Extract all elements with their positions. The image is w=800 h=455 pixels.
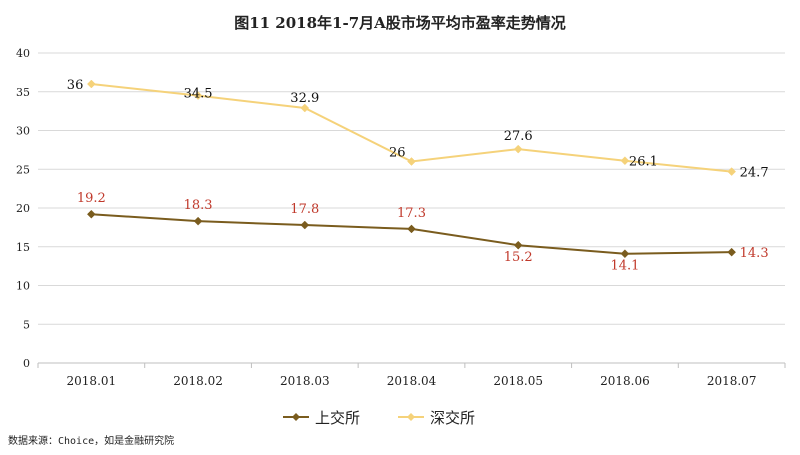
y-tick-label: 10 — [16, 280, 30, 293]
legend-label: 深交所 — [430, 409, 475, 427]
x-tick-label: 2018.06 — [600, 374, 650, 388]
data-label: 24.7 — [740, 166, 769, 181]
x-tick-label: 2018.05 — [493, 374, 543, 388]
data-point — [620, 156, 630, 166]
y-tick-label: 5 — [23, 318, 30, 331]
y-tick-label: 30 — [16, 125, 30, 138]
legend-marker — [407, 413, 415, 421]
x-tick-label: 2018.07 — [707, 374, 757, 388]
y-tick-label: 35 — [16, 86, 30, 99]
data-label: 15.2 — [504, 250, 533, 265]
x-tick-label: 2018.04 — [387, 374, 437, 388]
y-tick-label: 20 — [16, 202, 30, 215]
data-label: 34.5 — [184, 87, 213, 102]
data-point — [620, 249, 630, 259]
data-point — [193, 216, 203, 226]
legend-label: 上交所 — [315, 409, 360, 427]
data-label: 36 — [67, 78, 84, 93]
data-point — [407, 157, 416, 166]
data-point — [300, 103, 310, 113]
data-point — [87, 209, 96, 219]
y-tick-label: 25 — [16, 163, 30, 176]
data-point — [727, 247, 736, 257]
data-point — [407, 224, 416, 234]
data-label: 26.1 — [629, 155, 658, 170]
data-label: 18.3 — [184, 198, 213, 213]
y-tick-label: 40 — [16, 47, 30, 60]
data-point — [513, 240, 523, 250]
x-tick-label: 2018.02 — [173, 374, 223, 388]
data-point — [87, 79, 96, 89]
data-label: 14.3 — [740, 246, 769, 261]
data-label: 26 — [389, 146, 406, 161]
data-point — [513, 144, 523, 154]
data-point — [300, 220, 310, 230]
data-point — [193, 91, 203, 100]
data-label: 17.8 — [290, 202, 319, 217]
data-label: 14.1 — [610, 259, 639, 274]
chart-title: 图11 2018年1-7月A股市场平均市盈率走势情况 — [234, 14, 566, 32]
source-note: 数据来源：Choice，如是金融研究院 — [8, 436, 175, 447]
legend-marker — [292, 413, 300, 421]
legend-item-szse: 深交所 — [398, 409, 475, 427]
y-tick-label: 15 — [16, 241, 30, 254]
data-point — [727, 167, 736, 176]
x-tick-label: 2018.03 — [280, 374, 330, 388]
legend-item-sse: 上交所 — [283, 409, 360, 427]
data-label: 17.3 — [397, 206, 426, 221]
data-label: 19.2 — [77, 191, 106, 206]
x-tick-label: 2018.01 — [67, 374, 117, 388]
y-tick-label: 0 — [23, 357, 30, 370]
data-label: 27.6 — [504, 129, 533, 144]
data-label: 32.9 — [290, 91, 319, 106]
